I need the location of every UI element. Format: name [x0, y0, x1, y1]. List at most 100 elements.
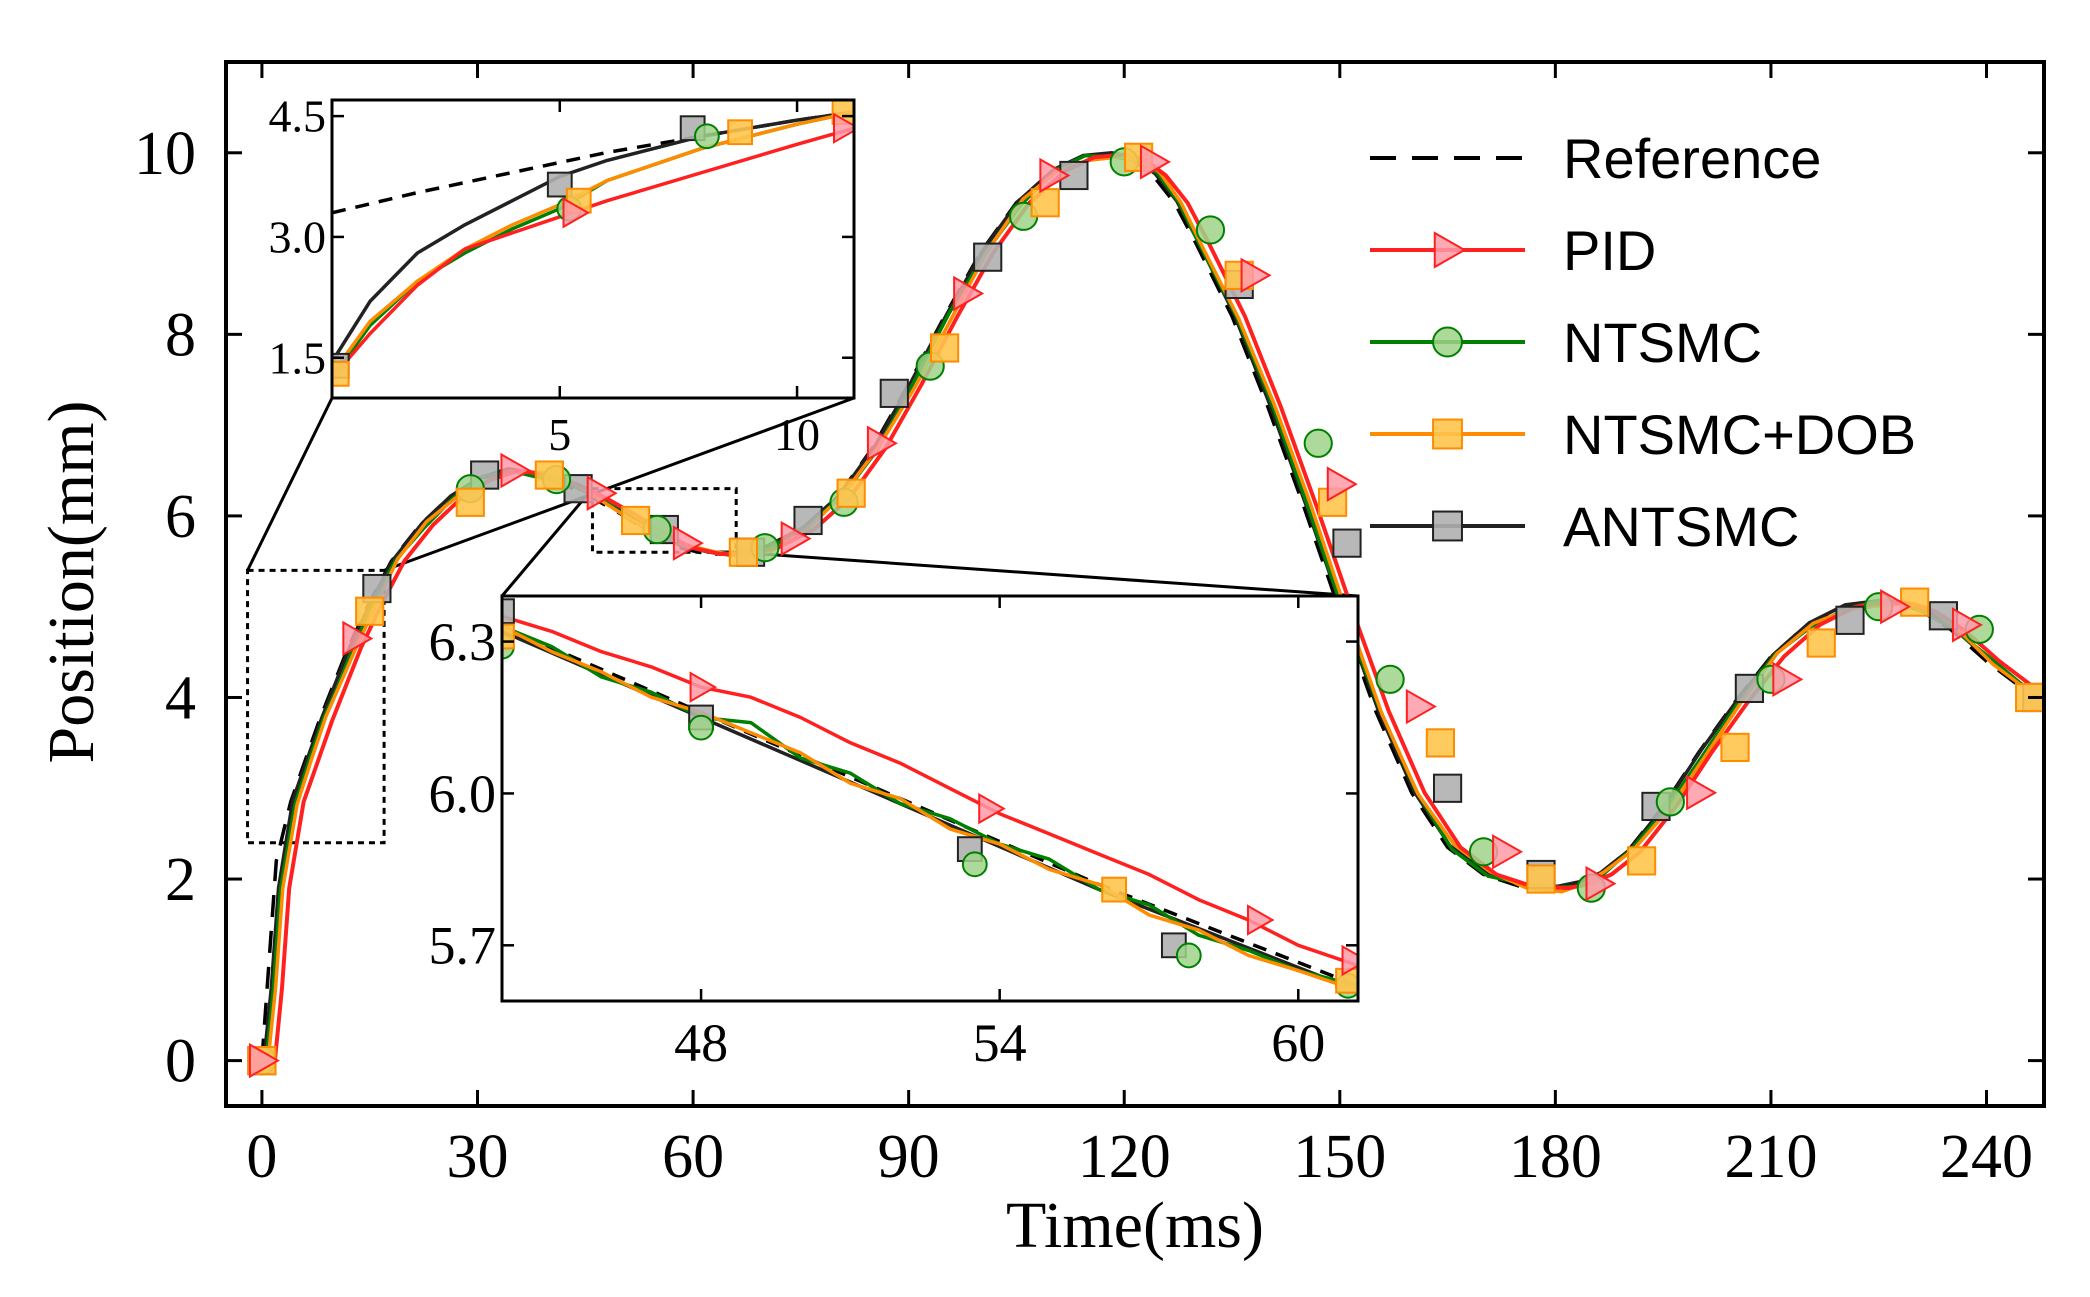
- marker-ntsmc: [1195, 215, 1226, 245]
- y-tick-label: 2: [165, 846, 196, 914]
- x-tick-label: 120: [1078, 1123, 1171, 1191]
- inset-bottom-ticks: 48 54 60 5.7 6.0 6.3: [429, 596, 1358, 1073]
- x-axis-title: Time(ms): [1006, 1189, 1264, 1262]
- marker-pid: [1772, 661, 1804, 698]
- inset-marker-ntsmc: [693, 123, 720, 150]
- y-tick-label: 10: [134, 120, 196, 188]
- inset-curve-ntsmc: [502, 624, 1358, 988]
- marker-pid: [1326, 466, 1358, 502]
- x-tick-label: 60: [662, 1123, 724, 1191]
- inset-curve-ntsmc-dob: [502, 624, 1358, 993]
- x-tick-label: 180: [1509, 1123, 1602, 1191]
- marker-ntsmc: [1303, 428, 1333, 458]
- marker-pid: [672, 525, 704, 561]
- marker-ntsmc-dob: [929, 333, 960, 363]
- inset-marker-pid: [978, 792, 1006, 825]
- marker-pid: [248, 1042, 280, 1079]
- marker-ntsmc: [1655, 787, 1685, 817]
- marker-pid: [1585, 865, 1617, 902]
- marker-pid: [500, 452, 532, 489]
- marker-pid: [586, 475, 618, 511]
- y-axis-title: Position(mm): [35, 400, 108, 763]
- x-tick-label: 150: [1293, 1123, 1386, 1191]
- marker-pid: [1951, 607, 1983, 643]
- y-tick-label: 6: [165, 483, 196, 551]
- inset-marker-ntsmc: [961, 851, 988, 878]
- inset-marker-ntsmc: [1175, 942, 1202, 969]
- inset-curve-pid: [332, 126, 854, 380]
- y-tick-label: 4: [165, 664, 196, 732]
- marker-ntsmc-dob: [1720, 732, 1750, 763]
- x-tick-label: 210: [1724, 1123, 1817, 1191]
- inset-marker-pid: [689, 671, 718, 703]
- zoom-box: [590, 487, 738, 554]
- inset-y-tick-label: 5.7: [429, 916, 497, 976]
- inset-bottom-frame: [500, 594, 1360, 1003]
- inset-y-tick-label: 6.0: [429, 764, 497, 824]
- legend-marker: [1432, 326, 1463, 358]
- marker-antsmc: [1332, 528, 1362, 558]
- y-tick-label: 0: [165, 1028, 196, 1096]
- legend-marker: [1432, 418, 1463, 450]
- marker-ntsmc-dob: [620, 505, 651, 536]
- marker-antsmc: [973, 242, 1003, 272]
- marker-ntsmc-dob: [455, 487, 485, 517]
- inset-marker-pid: [562, 197, 591, 229]
- inset-x-tick-label: 10: [774, 409, 820, 460]
- inset-marker-ntsmc-dob: [332, 360, 350, 387]
- marker-ntsmc-dob: [1900, 587, 1930, 617]
- x-tick-label: 0: [246, 1123, 277, 1191]
- zoom-box: [246, 568, 386, 845]
- legend-label: ANTSMC: [1563, 495, 1799, 558]
- inset-marker-ntsmc: [688, 714, 714, 741]
- x-tick-label: 90: [878, 1123, 940, 1191]
- marker-antsmc: [793, 505, 823, 536]
- inset-curve-pid: [502, 614, 1358, 968]
- inset-y-tick-label: 4.5: [269, 91, 327, 142]
- marker-ntsmc-dob: [728, 537, 758, 567]
- marker-ntsmc: [1375, 664, 1405, 694]
- zoom-connector: [500, 487, 594, 597]
- inset-y-tick-label: 3.0: [269, 212, 327, 263]
- marker-antsmc: [879, 378, 909, 408]
- marker-pid: [1139, 144, 1171, 180]
- y-tick-label: 8: [165, 301, 196, 369]
- legend-label: Reference: [1563, 127, 1821, 190]
- main-plot-markers: [247, 142, 2044, 1079]
- inset-marker-pid: [1341, 944, 1358, 977]
- main-axis-ticks: 0 30 60 90 120 150 180 210 240 0 2 4 6 8 10: [134, 62, 2044, 1191]
- inset-top-left-curves: [332, 100, 854, 387]
- inset-x-tick-label: 54: [973, 1013, 1027, 1073]
- marker-antsmc: [1835, 605, 1865, 635]
- marker-ntsmc-dob: [1030, 188, 1060, 218]
- marker-pid: [866, 425, 898, 462]
- legend-label: NTSMC: [1563, 311, 1762, 374]
- marker-pid: [953, 275, 985, 312]
- marker-ntsmc-dob: [355, 596, 385, 626]
- marker-pid: [1686, 775, 1718, 811]
- inset-marker-antsmc: [546, 171, 573, 198]
- marker-pid: [342, 620, 374, 657]
- legend-marker: [1432, 510, 1463, 542]
- marker-ntsmc-dob: [1526, 864, 1556, 894]
- marker-pid: [1492, 834, 1524, 870]
- inset-marker-ntsmc-dob: [727, 119, 754, 146]
- legend-label: NTSMC+DOB: [1563, 403, 1916, 466]
- legend-label: PID: [1563, 219, 1656, 282]
- inset-marker-ntsmc-dob: [1101, 876, 1128, 903]
- zoom-connector: [383, 396, 855, 572]
- inset-y-tick-label: 1.5: [269, 332, 327, 383]
- inset-top-left-background: [332, 100, 854, 398]
- inset-top-left-ticks: 5 10 1.5 3.0 4.5: [269, 91, 854, 460]
- marker-ntsmc-dob: [1425, 728, 1455, 758]
- zoom-indicators: [246, 396, 1359, 845]
- zoom-connector: [246, 397, 334, 572]
- marker-antsmc: [1432, 773, 1463, 803]
- marker-pid: [1880, 588, 1912, 625]
- marker-ntsmc-dob: [836, 478, 866, 508]
- inset-y-tick-label: 6.3: [429, 612, 497, 672]
- inset-x-tick-label: 48: [674, 1013, 728, 1073]
- x-tick-label: 30: [447, 1123, 509, 1191]
- inset-marker-pid: [833, 112, 854, 144]
